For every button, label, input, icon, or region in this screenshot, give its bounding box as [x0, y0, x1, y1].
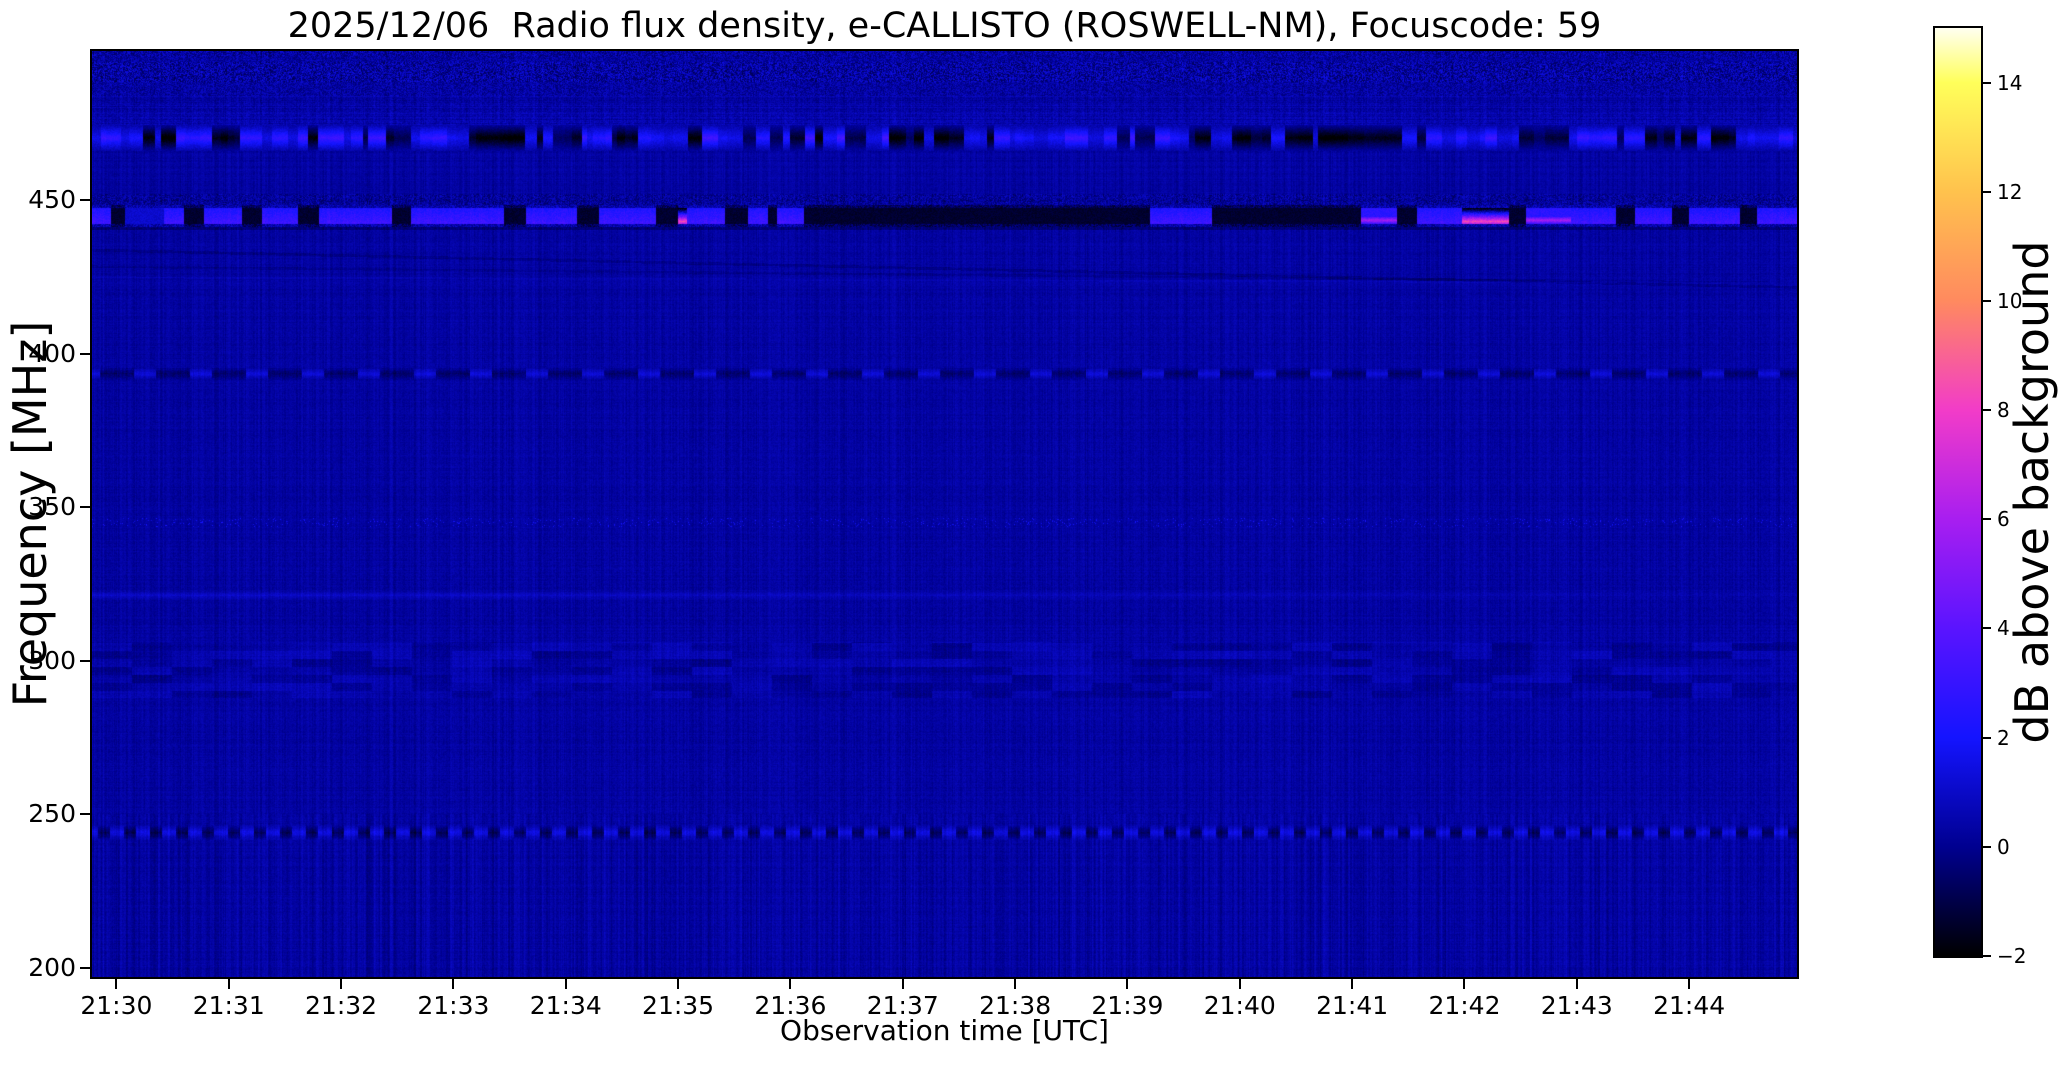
y-tick-label: 450	[28, 184, 76, 214]
colorbar-tick-mark	[1983, 955, 1991, 957]
x-tick-mark	[340, 979, 343, 989]
y-tick-mark	[80, 352, 90, 355]
x-tick-mark	[1575, 979, 1578, 989]
x-tick-label: 21:44	[1653, 991, 1726, 1020]
x-tick-label: 21:41	[1316, 991, 1389, 1020]
x-tick-mark	[1238, 979, 1241, 989]
x-tick-mark	[1351, 979, 1354, 989]
x-tick-mark	[452, 979, 455, 989]
colorbar-tick-label: −2	[1997, 944, 2027, 968]
x-tick-label: 21:40	[1203, 991, 1276, 1020]
y-tick-mark	[80, 966, 90, 969]
x-tick-mark	[115, 979, 118, 989]
x-tick-label: 21:33	[417, 991, 490, 1020]
x-tick-mark	[901, 979, 904, 989]
x-tick-label: 21:42	[1428, 991, 1501, 1020]
x-tick-label: 21:31	[192, 991, 265, 1020]
x-axis-label: Observation time [UTC]	[780, 1014, 1109, 1047]
colorbar-tick-label: 0	[1997, 834, 2010, 859]
x-tick-mark	[789, 979, 792, 989]
colorbar-tick-mark	[1983, 736, 1991, 739]
colorbar-tick-mark	[1983, 627, 1991, 630]
x-tick-mark	[1688, 979, 1691, 989]
x-tick-label: 21:38	[979, 991, 1052, 1020]
colorbar-tick-mark	[1983, 81, 1991, 84]
colorbar-tick-label: 4	[1997, 616, 2010, 641]
colorbar-gradient	[1935, 28, 1981, 956]
x-tick-label: 21:39	[1091, 991, 1164, 1020]
y-tick-label: 350	[28, 492, 76, 522]
x-tick-label: 21:35	[642, 991, 715, 1020]
colorbar-tick-mark	[1983, 299, 1991, 302]
y-tick-mark	[80, 659, 90, 662]
x-tick-label: 21:37	[866, 991, 939, 1020]
x-tick-label: 21:34	[529, 991, 602, 1020]
y-tick-label: 200	[28, 952, 76, 982]
chart-title: 2025/12/06 Radio flux density, e-CALLIST…	[287, 6, 1602, 46]
x-tick-label: 21:36	[754, 991, 827, 1020]
x-tick-mark	[227, 979, 230, 989]
x-tick-mark	[1014, 979, 1017, 989]
colorbar-tick-label: 10	[1997, 288, 2023, 313]
y-tick-label: 400	[28, 338, 76, 368]
colorbar-tick-mark	[1983, 518, 1991, 521]
spectrogram-heatmap	[92, 51, 1797, 977]
x-tick-mark	[1463, 979, 1466, 989]
y-tick-label: 300	[28, 645, 76, 675]
colorbar-tick-mark	[1983, 845, 1991, 848]
colorbar-tick-label: 8	[1997, 398, 2010, 423]
colorbar-tick-label: 6	[1997, 507, 2010, 532]
x-tick-mark	[1126, 979, 1129, 989]
colorbar-label: dB above background	[2005, 240, 2059, 744]
x-tick-label: 21:43	[1540, 991, 1613, 1020]
y-tick-mark	[80, 506, 90, 509]
x-tick-mark	[564, 979, 567, 989]
y-tick-mark	[80, 198, 90, 201]
y-tick-label: 250	[28, 799, 76, 829]
x-tick-label: 21:32	[305, 991, 378, 1020]
x-tick-mark	[677, 979, 680, 989]
colorbar-tick-label: 14	[1997, 70, 2023, 95]
y-tick-mark	[80, 813, 90, 816]
colorbar-tick-label: 2	[1997, 725, 2010, 750]
colorbar-tick-label: 12	[1997, 179, 2023, 204]
colorbar-tick-mark	[1983, 409, 1991, 412]
x-tick-label: 21:30	[80, 991, 153, 1020]
colorbar-tick-mark	[1983, 190, 1991, 193]
